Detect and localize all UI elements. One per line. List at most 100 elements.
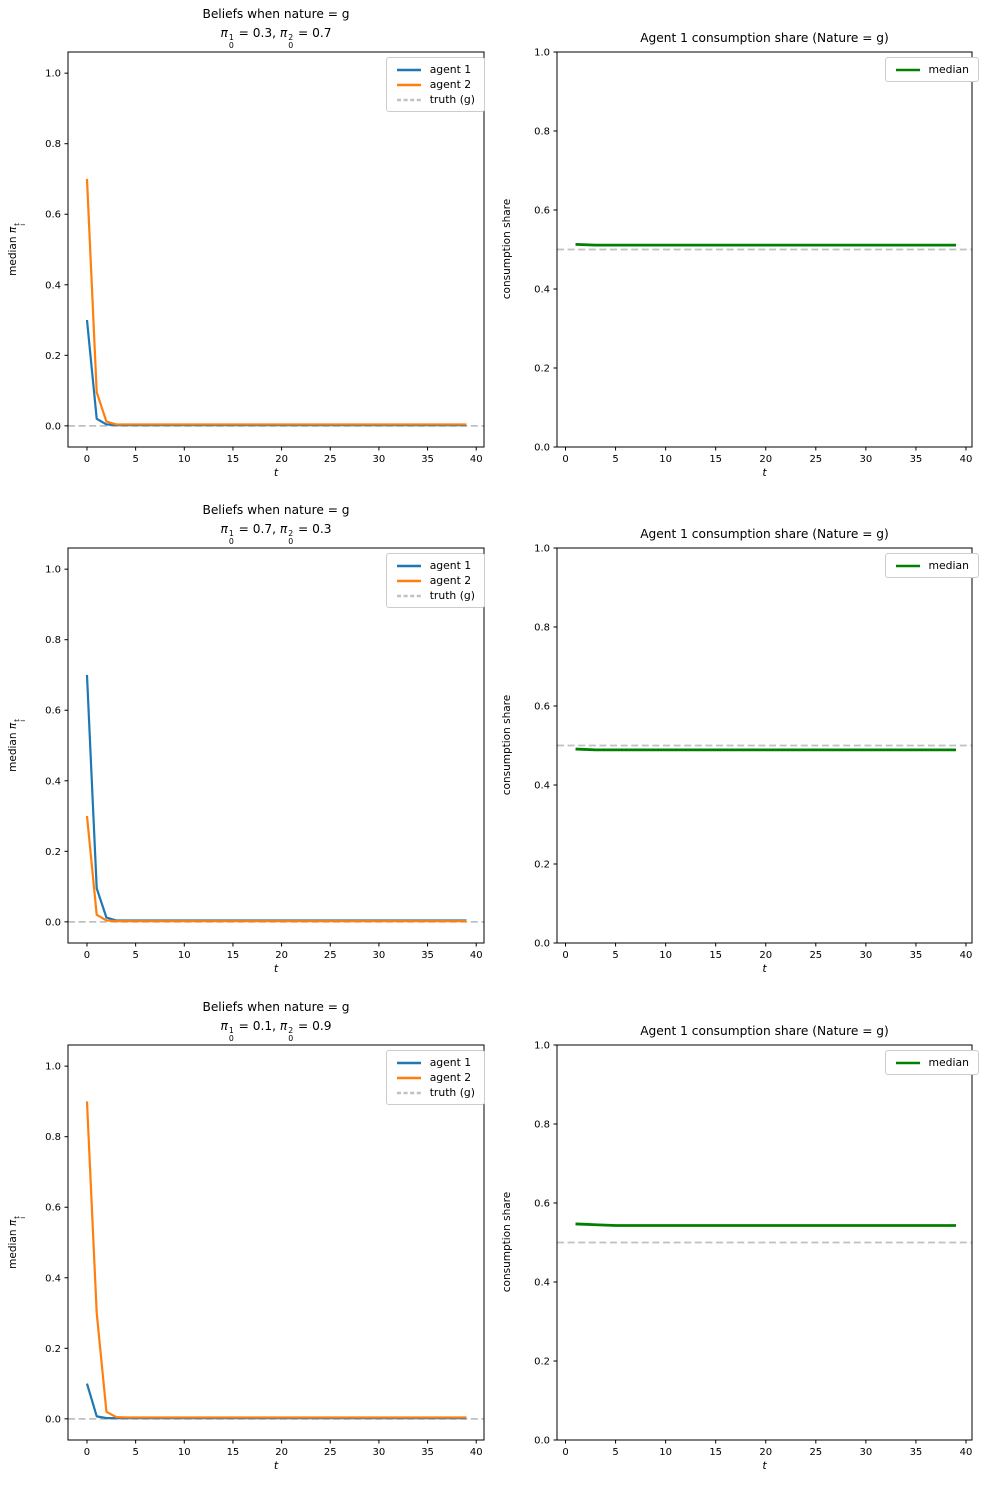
math-text: = 0.1, bbox=[234, 1018, 280, 1033]
y-axis-label: consumption share bbox=[501, 1191, 513, 1293]
legend-line-sample bbox=[396, 1091, 421, 1094]
svg-text:0.4: 0.4 bbox=[534, 285, 550, 296]
y-ticks: 0.0 0.2 0.4 0.6 0.8 1.0 bbox=[45, 565, 68, 928]
svg-text:0.2: 0.2 bbox=[534, 364, 550, 375]
legend-label: median bbox=[928, 63, 969, 76]
svg-text:0.2: 0.2 bbox=[534, 1357, 550, 1368]
y-ticks: 0.0 0.2 0.4 0.6 0.8 1.0 bbox=[45, 69, 68, 432]
svg-text:5: 5 bbox=[132, 950, 138, 961]
legend-label: truth (g) bbox=[429, 1086, 475, 1099]
legend: median bbox=[884, 57, 979, 82]
svg-text:25: 25 bbox=[324, 454, 337, 465]
x-ticks: 0 5 10 15 20 25 30 35 40 bbox=[562, 447, 972, 465]
chart-title: Agent 1 consumption share (Nature = g) bbox=[640, 1024, 889, 1038]
legend-entry: median bbox=[895, 559, 969, 572]
chart-title: Agent 1 consumption share (Nature = g) bbox=[640, 31, 889, 45]
y-axis-label: consumption share bbox=[501, 198, 513, 300]
legend-label: truth (g) bbox=[429, 589, 475, 602]
svg-text:0.8: 0.8 bbox=[45, 139, 61, 150]
svg-text:15: 15 bbox=[709, 454, 722, 465]
math-symbol: π bbox=[7, 722, 20, 730]
axes-frame bbox=[556, 51, 973, 448]
y-ticks: 0.0 0.2 0.4 0.6 0.8 1.0 bbox=[534, 544, 557, 950]
x-axis-label: t bbox=[273, 1459, 279, 1472]
svg-text:0.6: 0.6 bbox=[534, 702, 550, 713]
math-symbol: π bbox=[220, 1018, 228, 1033]
svg-text:35: 35 bbox=[421, 950, 434, 961]
legend-label: median bbox=[928, 1056, 969, 1069]
svg-text:5: 5 bbox=[612, 1447, 618, 1458]
svg-text:5: 5 bbox=[132, 454, 138, 465]
beliefs-chart-row3: 0 5 10 15 20 25 30 35 40 0.0 0.2 0.4 0.6 0.8 1.0 bbox=[45, 1044, 485, 1458]
svg-text:20: 20 bbox=[275, 1447, 288, 1458]
svg-text:0.8: 0.8 bbox=[45, 635, 61, 646]
legend-entry: agent 2 bbox=[396, 574, 475, 587]
legend-label: agent 1 bbox=[429, 1056, 472, 1069]
chart-title: Beliefs when nature = g bbox=[202, 1000, 350, 1014]
math-symbol: π bbox=[7, 1219, 20, 1227]
axes-frame bbox=[556, 1044, 973, 1441]
svg-text:0: 0 bbox=[84, 454, 90, 465]
beliefs-panel-row3: 0 5 10 15 20 25 30 35 40 0.0 0.2 0.4 0.6 0.8 1.0 Belie… bbox=[0, 993, 494, 1489]
svg-text:40: 40 bbox=[470, 950, 483, 961]
svg-text:0.6: 0.6 bbox=[534, 1199, 550, 1210]
svg-text:20: 20 bbox=[759, 1447, 772, 1458]
beliefs-chart-row1: 0 5 10 15 20 25 30 35 40 0.0 0.2 0.4 0.6 0.8 1.0 bbox=[45, 51, 485, 465]
svg-text:35: 35 bbox=[910, 1447, 923, 1458]
legend-line-sample bbox=[895, 564, 920, 567]
consumption-panel-row2: 0 5 10 15 20 25 30 35 40 0.0 0.2 0.4 0.6 0.8 1.0 Agent… bbox=[494, 496, 988, 992]
legend: agent 1 agent 2 truth (g) bbox=[385, 57, 485, 112]
svg-text:15: 15 bbox=[709, 950, 722, 961]
legend: median bbox=[884, 553, 979, 578]
legend-line-sample bbox=[396, 564, 421, 567]
svg-text:0.4: 0.4 bbox=[534, 1278, 550, 1289]
consumption-panel-row3: 0 5 10 15 20 25 30 35 40 0.0 0.2 0.4 0.6 0.8 1.0 Agent… bbox=[494, 993, 988, 1489]
svg-text:0: 0 bbox=[562, 1447, 568, 1458]
svg-text:0.0: 0.0 bbox=[534, 443, 550, 454]
legend-line-sample bbox=[396, 594, 421, 597]
legend-line-sample bbox=[396, 68, 421, 71]
svg-text:0.2: 0.2 bbox=[45, 1344, 61, 1355]
svg-text:20: 20 bbox=[275, 454, 288, 465]
legend-label: agent 2 bbox=[429, 78, 472, 91]
svg-text:0.4: 0.4 bbox=[45, 280, 61, 291]
agent-1-line bbox=[85, 319, 467, 427]
svg-text:30: 30 bbox=[373, 950, 386, 961]
svg-text:0.6: 0.6 bbox=[45, 210, 61, 221]
legend-line-sample bbox=[396, 1061, 421, 1064]
legend-line-sample bbox=[396, 1076, 421, 1079]
beliefs-panel-row2: 0 5 10 15 20 25 30 35 40 0.0 0.2 0.4 0.6 0.8 1.0 Belie… bbox=[0, 496, 494, 992]
svg-text:40: 40 bbox=[960, 454, 973, 465]
legend-line-sample bbox=[895, 68, 920, 71]
x-ticks: 0 5 10 15 20 25 30 35 40 bbox=[562, 1440, 972, 1458]
svg-text:10: 10 bbox=[659, 950, 672, 961]
svg-text:25: 25 bbox=[324, 1447, 337, 1458]
math-symbol: π bbox=[220, 521, 228, 536]
svg-text:10: 10 bbox=[659, 1447, 672, 1458]
x-axis-label: t bbox=[762, 962, 767, 975]
svg-text:40: 40 bbox=[470, 1447, 483, 1458]
svg-text:40: 40 bbox=[470, 454, 483, 465]
svg-text:10: 10 bbox=[178, 950, 191, 961]
chart-title: Agent 1 consumption share (Nature = g) bbox=[640, 527, 889, 541]
consumption-chart-row1: 0 5 10 15 20 25 30 35 40 0.0 0.2 0.4 0.6 0.8 1.0 bbox=[534, 48, 973, 465]
svg-text:5: 5 bbox=[132, 1447, 138, 1458]
svg-text:0.2: 0.2 bbox=[45, 847, 61, 858]
x-axis-label: t bbox=[273, 962, 279, 975]
svg-text:0.8: 0.8 bbox=[534, 623, 550, 634]
svg-text:25: 25 bbox=[809, 454, 822, 465]
legend-label: median bbox=[928, 559, 969, 572]
svg-text:40: 40 bbox=[960, 1447, 973, 1458]
svg-text:1.0: 1.0 bbox=[534, 1041, 550, 1052]
svg-text:30: 30 bbox=[373, 1447, 386, 1458]
svg-text:5: 5 bbox=[612, 950, 618, 961]
svg-text:35: 35 bbox=[910, 950, 923, 961]
math-symbol: π bbox=[279, 1018, 288, 1033]
legend-entry: agent 1 bbox=[396, 559, 475, 572]
